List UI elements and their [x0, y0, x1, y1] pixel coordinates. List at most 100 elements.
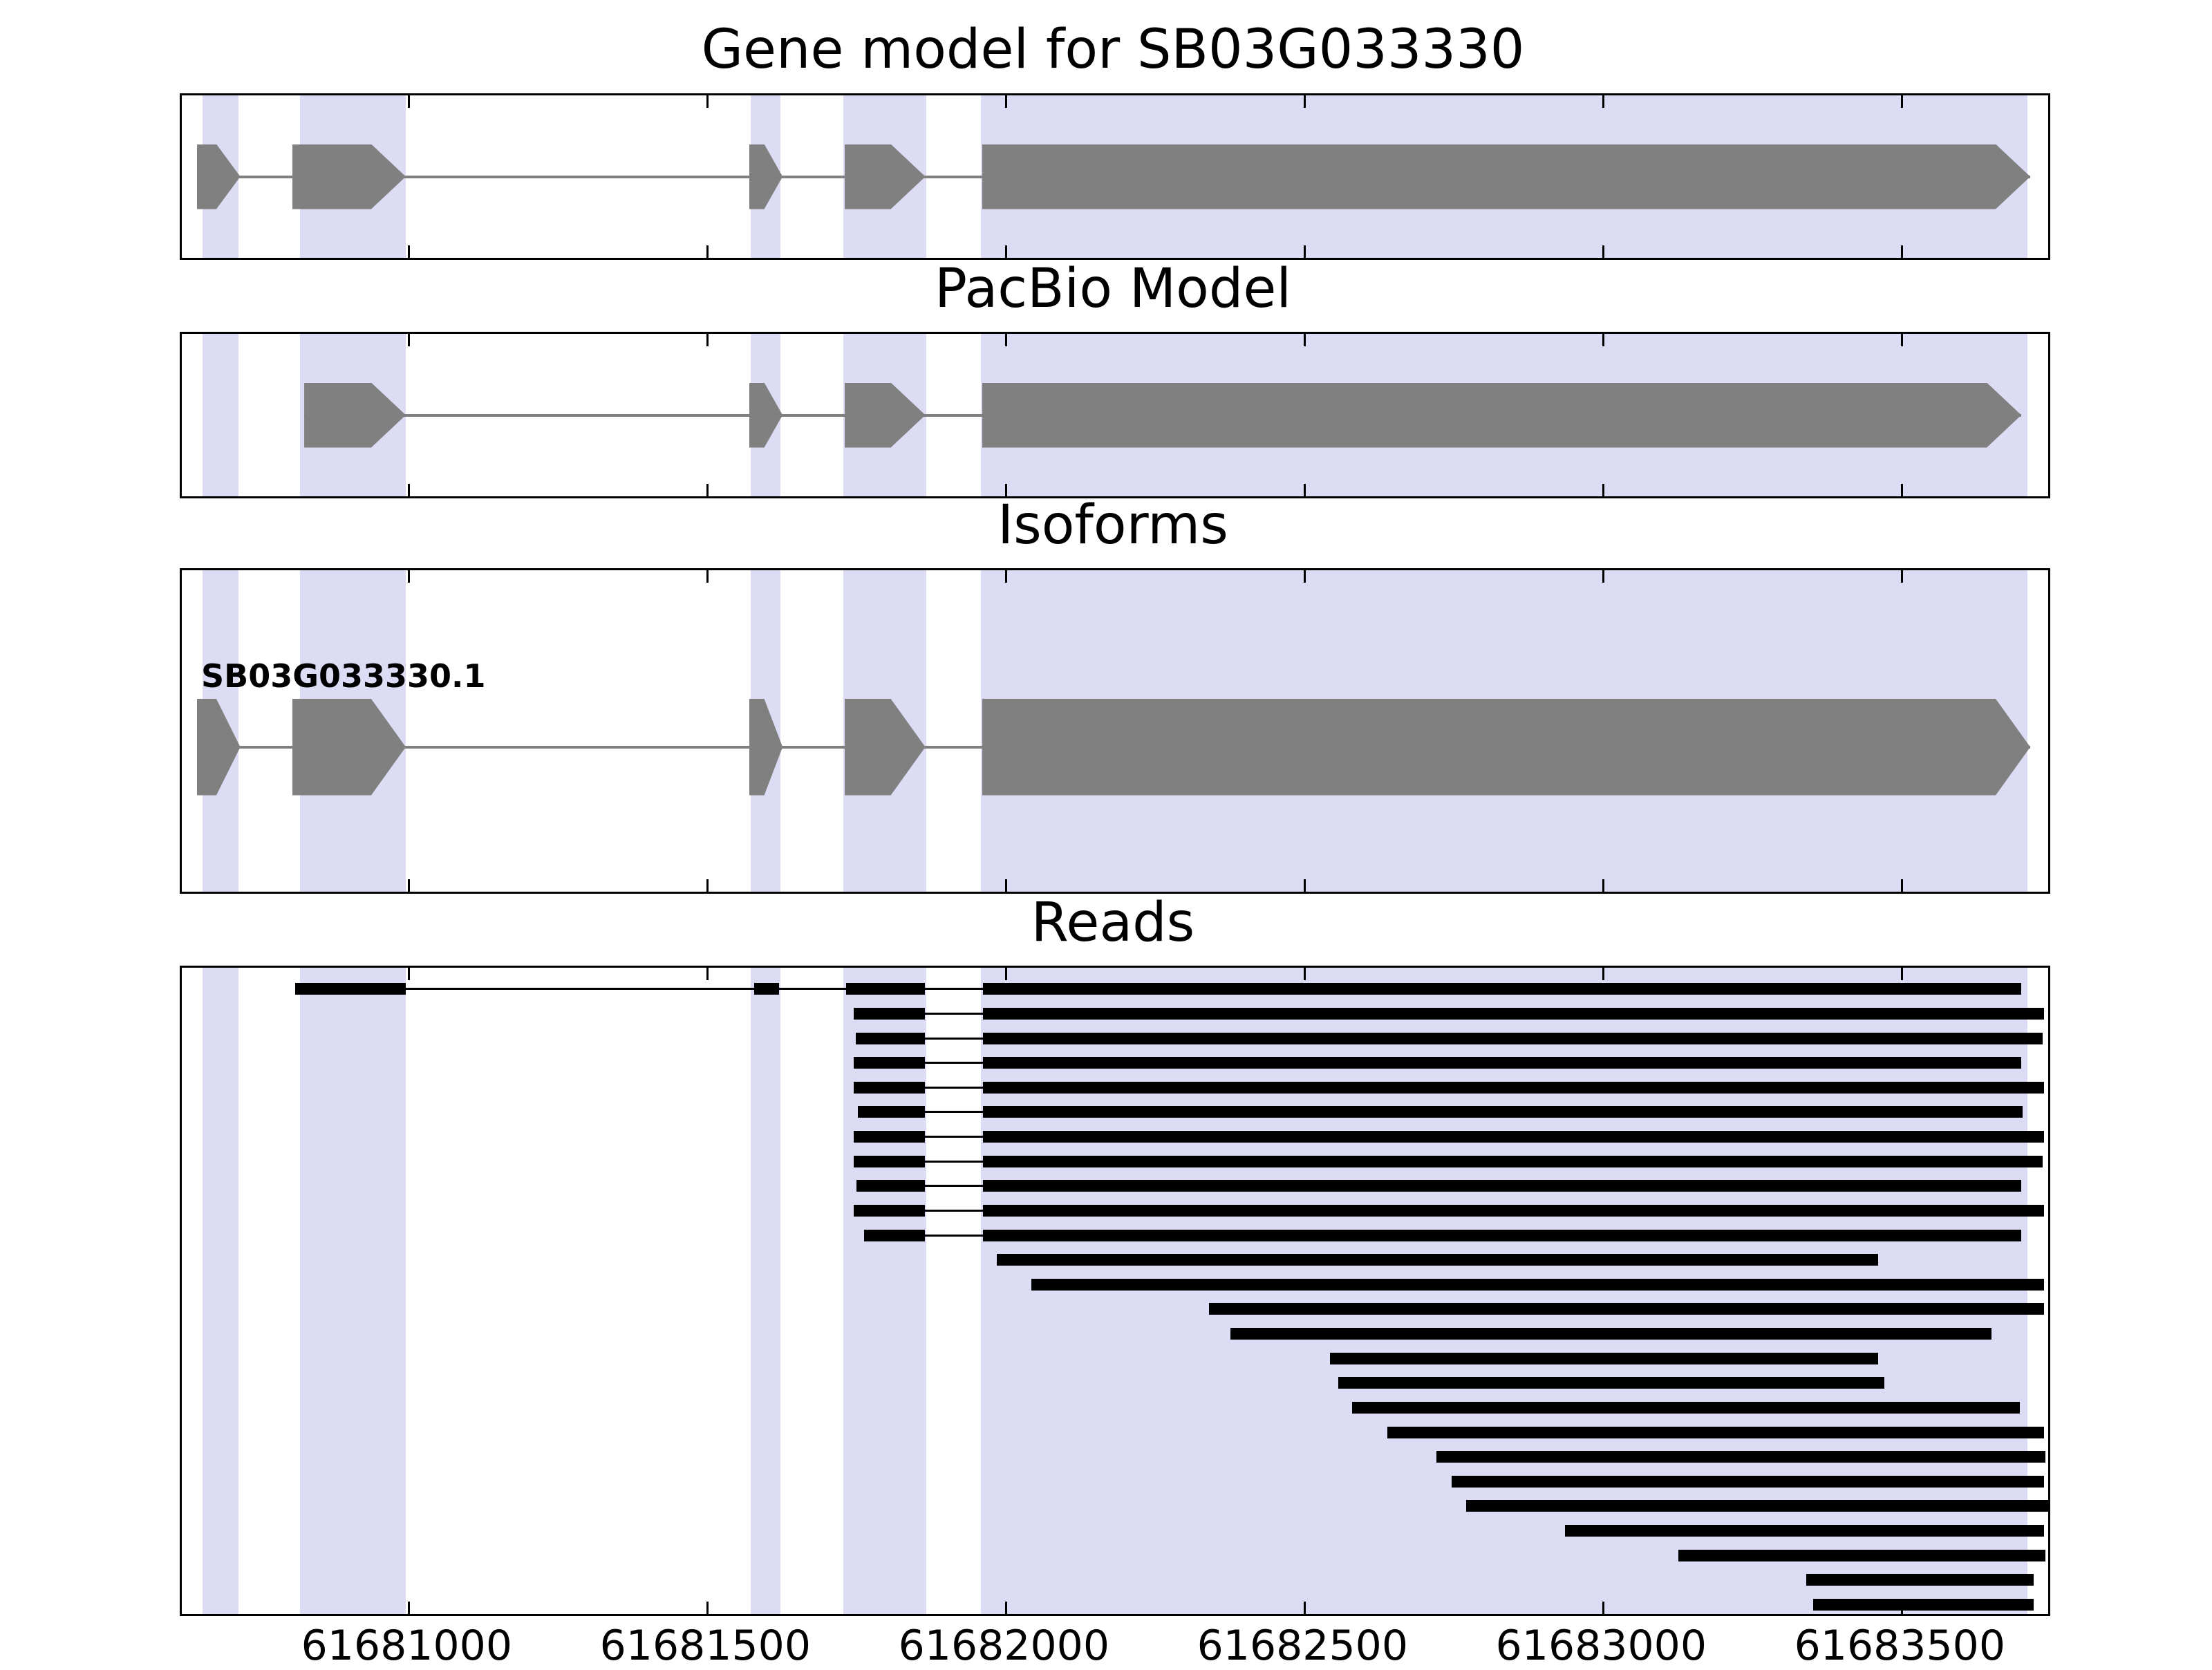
- x-tick-mark: [1004, 1602, 1007, 1614]
- read-segment: [1436, 1451, 2045, 1463]
- read-segment: [983, 1057, 2022, 1069]
- x-tick-mark: [706, 879, 709, 892]
- read-segment: [1209, 1303, 2044, 1315]
- read-segment: [295, 983, 406, 995]
- exon-highlight-band: [300, 968, 406, 1614]
- x-tick-mark: [1004, 95, 1007, 108]
- read-segment: [1330, 1352, 1878, 1364]
- read-segment: [1451, 1475, 2044, 1488]
- x-tick-mark: [706, 245, 709, 258]
- read-segment: [983, 1131, 2044, 1143]
- gene-model-title: Gene model for SB03G033330: [701, 19, 1525, 81]
- exon-arrow: [982, 383, 2021, 448]
- read-segment: [983, 1032, 2043, 1044]
- x-tick-mark: [1602, 245, 1604, 258]
- x-tick-label: 61683500: [1794, 1622, 2005, 1670]
- x-tick-mark: [1900, 570, 1903, 583]
- x-tick-mark: [1602, 968, 1604, 980]
- x-tick-mark: [1602, 484, 1604, 496]
- read-segment: [863, 1229, 925, 1241]
- x-tick-mark: [706, 1602, 709, 1614]
- read-segment: [1806, 1574, 2034, 1586]
- x-tick-mark: [1900, 968, 1903, 980]
- x-tick-mark: [407, 484, 410, 496]
- isoforms-panel: SB03G033330.1: [180, 568, 2050, 894]
- x-tick-label: 61681500: [599, 1622, 811, 1670]
- x-tick-mark: [706, 95, 709, 108]
- x-tick-mark: [407, 95, 410, 108]
- read-segment: [854, 1007, 925, 1020]
- x-tick-mark: [407, 570, 410, 583]
- x-tick-mark: [1900, 879, 1903, 892]
- exon-highlight-band: [843, 968, 927, 1614]
- x-tick-mark: [1004, 245, 1007, 258]
- x-tick-mark: [407, 334, 410, 346]
- x-tick-mark: [1303, 1602, 1306, 1614]
- x-tick-mark: [1004, 570, 1007, 583]
- x-tick-mark: [1602, 570, 1604, 583]
- read-segment: [1352, 1401, 2021, 1414]
- read-segment: [997, 1254, 1878, 1266]
- x-tick-mark: [1303, 245, 1306, 258]
- x-tick-mark: [1900, 484, 1903, 496]
- read-segment: [1565, 1525, 2044, 1537]
- x-tick-mark: [706, 334, 709, 346]
- read-segment: [854, 1131, 925, 1143]
- reads-panel: [180, 966, 2050, 1616]
- x-tick-mark: [1602, 95, 1604, 108]
- x-tick-mark: [1004, 484, 1007, 496]
- exon-arrow: [982, 144, 2030, 209]
- x-tick-label: 61682500: [1197, 1622, 1408, 1670]
- exon-highlight-band: [751, 968, 780, 1614]
- isoforms-title: Isoforms: [997, 494, 1228, 556]
- read-segment: [845, 983, 925, 995]
- x-tick-label: 61681000: [301, 1622, 512, 1670]
- read-segment: [983, 1229, 2022, 1241]
- read-segment: [854, 1081, 925, 1094]
- read-segment: [983, 1155, 2043, 1167]
- x-tick-mark: [1303, 570, 1306, 583]
- exon-arrow: [982, 699, 2030, 796]
- read-segment: [983, 1007, 2044, 1020]
- read-segment: [854, 1057, 925, 1069]
- x-tick-mark: [1004, 334, 1007, 346]
- read-segment: [983, 983, 2022, 995]
- read-segment: [983, 1180, 2022, 1192]
- x-tick-mark: [1602, 1602, 1604, 1614]
- x-tick-mark: [1303, 968, 1306, 980]
- x-tick-mark: [706, 968, 709, 980]
- x-tick-label: 61682000: [898, 1622, 1109, 1670]
- x-tick-mark: [1303, 334, 1306, 346]
- x-tick-mark: [1900, 334, 1903, 346]
- read-segment: [983, 1081, 2044, 1094]
- read-segment: [1230, 1328, 1991, 1340]
- read-segment: [1465, 1500, 2048, 1512]
- read-segment: [1338, 1377, 1885, 1389]
- x-tick-mark: [1602, 879, 1604, 892]
- x-tick-mark: [706, 484, 709, 496]
- x-tick-mark: [1900, 95, 1903, 108]
- x-tick-mark: [1004, 879, 1007, 892]
- pacbio-model-title: PacBio Model: [934, 258, 1292, 320]
- x-tick-mark: [706, 570, 709, 583]
- read-segment: [858, 1106, 925, 1118]
- read-segment: [1387, 1426, 2044, 1438]
- read-segment: [983, 1204, 2044, 1217]
- x-tick-mark: [407, 1602, 410, 1614]
- read-segment: [1813, 1598, 2034, 1611]
- x-tick-mark: [1303, 484, 1306, 496]
- pacbio-model-panel: [180, 332, 2050, 498]
- isoform-label: SB03G033330.1: [201, 657, 486, 695]
- x-tick-mark: [407, 245, 410, 258]
- read-segment: [856, 1180, 925, 1192]
- exon-highlight-band: [203, 334, 239, 496]
- x-tick-mark: [1900, 245, 1903, 258]
- read-segment: [1678, 1549, 2045, 1561]
- x-tick-mark: [1303, 879, 1306, 892]
- exon-highlight-band: [203, 968, 239, 1614]
- read-segment: [855, 1032, 925, 1044]
- gene-model-panel: [180, 93, 2050, 260]
- read-segment: [854, 1155, 925, 1167]
